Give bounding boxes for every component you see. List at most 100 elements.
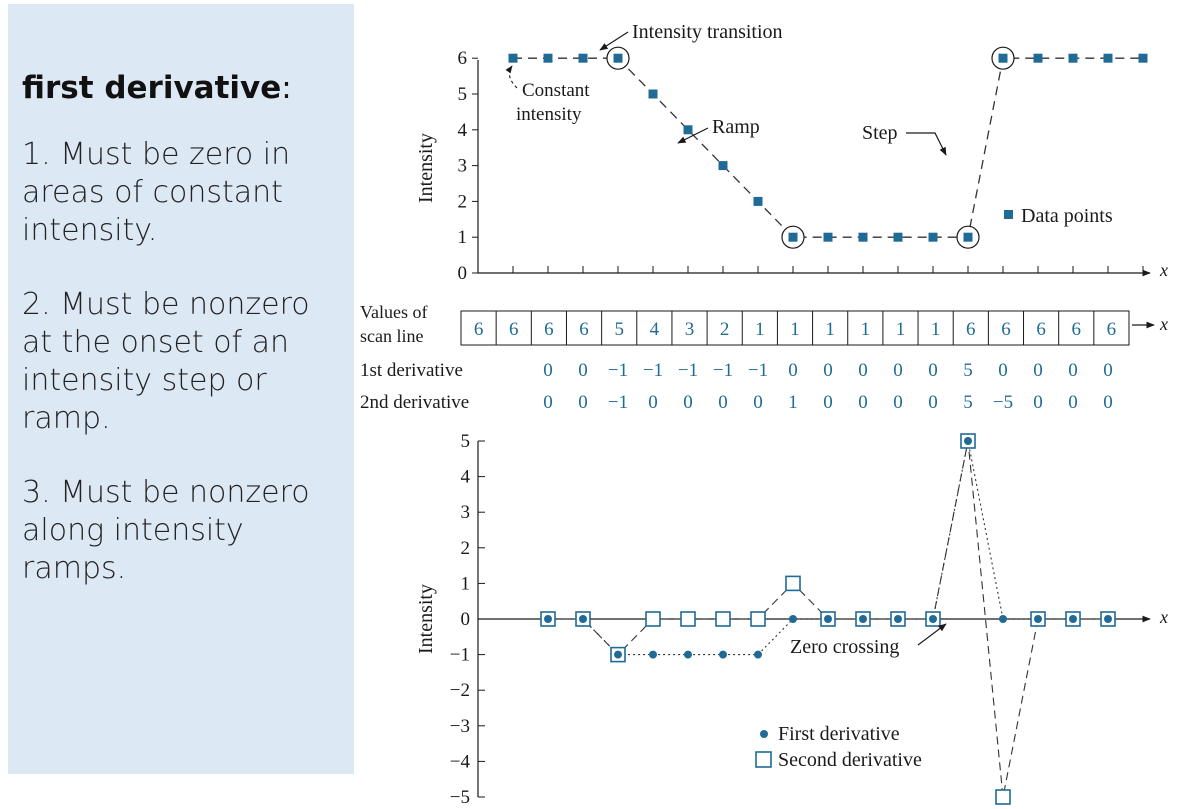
bottom-y-tick-label: −1: [450, 645, 470, 666]
legend-second-derivative-marker: [755, 751, 772, 768]
derivative-figure: 0 1 2 3 4 5 6 x Intensity Intensity transition…: [360, 21, 1168, 808]
panel-heading: first derivative:: [22, 68, 340, 108]
first-derivative-value: −1: [748, 360, 768, 381]
first-derivative-point: [1069, 615, 1077, 623]
first-derivative-point: [649, 650, 657, 659]
data-point: [788, 232, 798, 242]
constant-label-1: Constant: [522, 80, 590, 101]
second-derivative-value: −1: [608, 392, 628, 413]
derivatives-chart: −5 −4 −3 −2 −1 0 1 2 3 4 5 x Intensity Zero crossi…: [415, 431, 1168, 808]
first-derivative-value: 0: [928, 360, 938, 381]
scan-line-value: 6: [474, 319, 484, 340]
scan-line-value: 6: [544, 319, 554, 340]
constant-label-2: intensity: [516, 104, 582, 125]
bottom-y-tick-label: −2: [450, 680, 470, 701]
bottom-y-tick-label: 4: [461, 467, 471, 488]
data-point: [963, 232, 973, 242]
first-derivative-point: [929, 615, 937, 623]
data-point: [718, 161, 728, 171]
bottom-y-tick-label: −4: [450, 751, 471, 772]
transition-label: Intensity transition: [632, 21, 783, 43]
legend-first-derivative-label: First derivative: [778, 723, 900, 745]
top-y-tick-label: 5: [458, 84, 468, 105]
first-derivative-point: [824, 615, 832, 623]
top-y-axis-label: Intensity: [415, 133, 437, 203]
scan-line-value: 6: [1107, 319, 1117, 340]
second-derivative-value: 0: [823, 392, 833, 413]
scan-line-value: 5: [614, 319, 624, 340]
data-point: [613, 53, 623, 63]
first-derivative-point: [789, 615, 797, 623]
first-derivative-point: [964, 437, 972, 445]
step-leader: [906, 132, 947, 156]
legend-square-marker: [1004, 210, 1013, 219]
first-derivative-point: [684, 650, 692, 659]
table-row-label-values-2: scan line: [360, 326, 423, 346]
second-derivative-value: 1: [788, 392, 798, 413]
top-y-tick-label: 2: [458, 191, 468, 212]
first-derivative-value: 0: [578, 360, 588, 381]
table-frame: [460, 310, 1130, 346]
data-point: [543, 53, 553, 63]
first-derivative-row-label: 1st derivative: [360, 360, 463, 381]
scan-line-value: 1: [755, 319, 765, 340]
second-derivative-value: 0: [543, 392, 553, 413]
data-point: [648, 89, 658, 99]
second-derivative-point: [715, 611, 731, 627]
panel-heading-colon: :: [281, 70, 292, 106]
second-derivative-value: 0: [1068, 392, 1078, 413]
top-y-tick-label: 0: [458, 263, 468, 284]
first-derivative-value: 0: [858, 360, 868, 381]
data-point: [858, 232, 868, 242]
bottom-y-tick-label: 5: [461, 431, 471, 452]
second-derivative-value: 0: [578, 392, 588, 413]
panel-item-2: 2. Must be nonzero at the onset of an in…: [22, 287, 310, 436]
bottom-y-tick-label: 2: [461, 538, 471, 559]
scan-line-value: 3: [685, 319, 695, 340]
second-derivative-value: 0: [1103, 392, 1113, 413]
bottom-y-axis-label: Intensity: [415, 584, 437, 654]
data-point: [823, 232, 833, 242]
second-derivative-value: 0: [893, 392, 903, 413]
intensity-profile-chart: 0 1 2 3 4 5 6 x Intensity Intensity transition…: [415, 21, 1168, 284]
second-derivative-value: −5: [993, 392, 1013, 413]
first-derivative-value: 0: [543, 360, 553, 381]
top-y-tick-label: 6: [458, 48, 468, 69]
scan-line-value: 2: [720, 319, 730, 340]
second-derivative-value: 0: [753, 392, 763, 413]
second-derivative-value: 0: [928, 392, 938, 413]
data-point: [893, 232, 903, 242]
first-derivative-value: 5: [963, 360, 973, 381]
second-derivative-value: 0: [858, 392, 868, 413]
second-derivative-point: [645, 611, 661, 627]
second-derivative-value: 0: [1033, 392, 1043, 413]
scan-line-value: 6: [1001, 319, 1011, 340]
first-derivative-point: [544, 615, 552, 623]
data-point: [928, 232, 938, 242]
top-x-axis-label: x: [1159, 260, 1168, 280]
ramp-leader: [677, 127, 709, 144]
table-x-label: x: [1159, 314, 1168, 334]
first-derivative-value: 0: [1068, 360, 1078, 381]
bottom-y-tick-label: 1: [461, 573, 471, 594]
legend-label: Data points: [1021, 205, 1113, 227]
second-derivative-value: 0: [648, 392, 658, 413]
second-derivative-point: [750, 611, 766, 627]
scan-line-value: 1: [861, 319, 871, 340]
scan-line-value: 6: [966, 319, 976, 340]
first-derivative-point: [719, 650, 727, 659]
zero-crossing-label: Zero crossing: [790, 636, 899, 658]
bottom-y-tick-label: −5: [450, 787, 470, 808]
data-point: [1103, 53, 1113, 63]
data-point: [683, 125, 693, 135]
bottom-x-axis-label: x: [1159, 607, 1168, 627]
first-derivative-value: 0: [788, 360, 798, 381]
bottom-y-tick-label: 0: [461, 609, 471, 630]
data-point: [1138, 53, 1148, 63]
first-derivative-point: [894, 615, 902, 623]
data-point: [753, 196, 763, 206]
first-derivative-value: −1: [678, 360, 698, 381]
second-derivative-row-label: 2nd derivative: [360, 392, 469, 413]
bottom-y-tick-label: 3: [461, 502, 471, 523]
